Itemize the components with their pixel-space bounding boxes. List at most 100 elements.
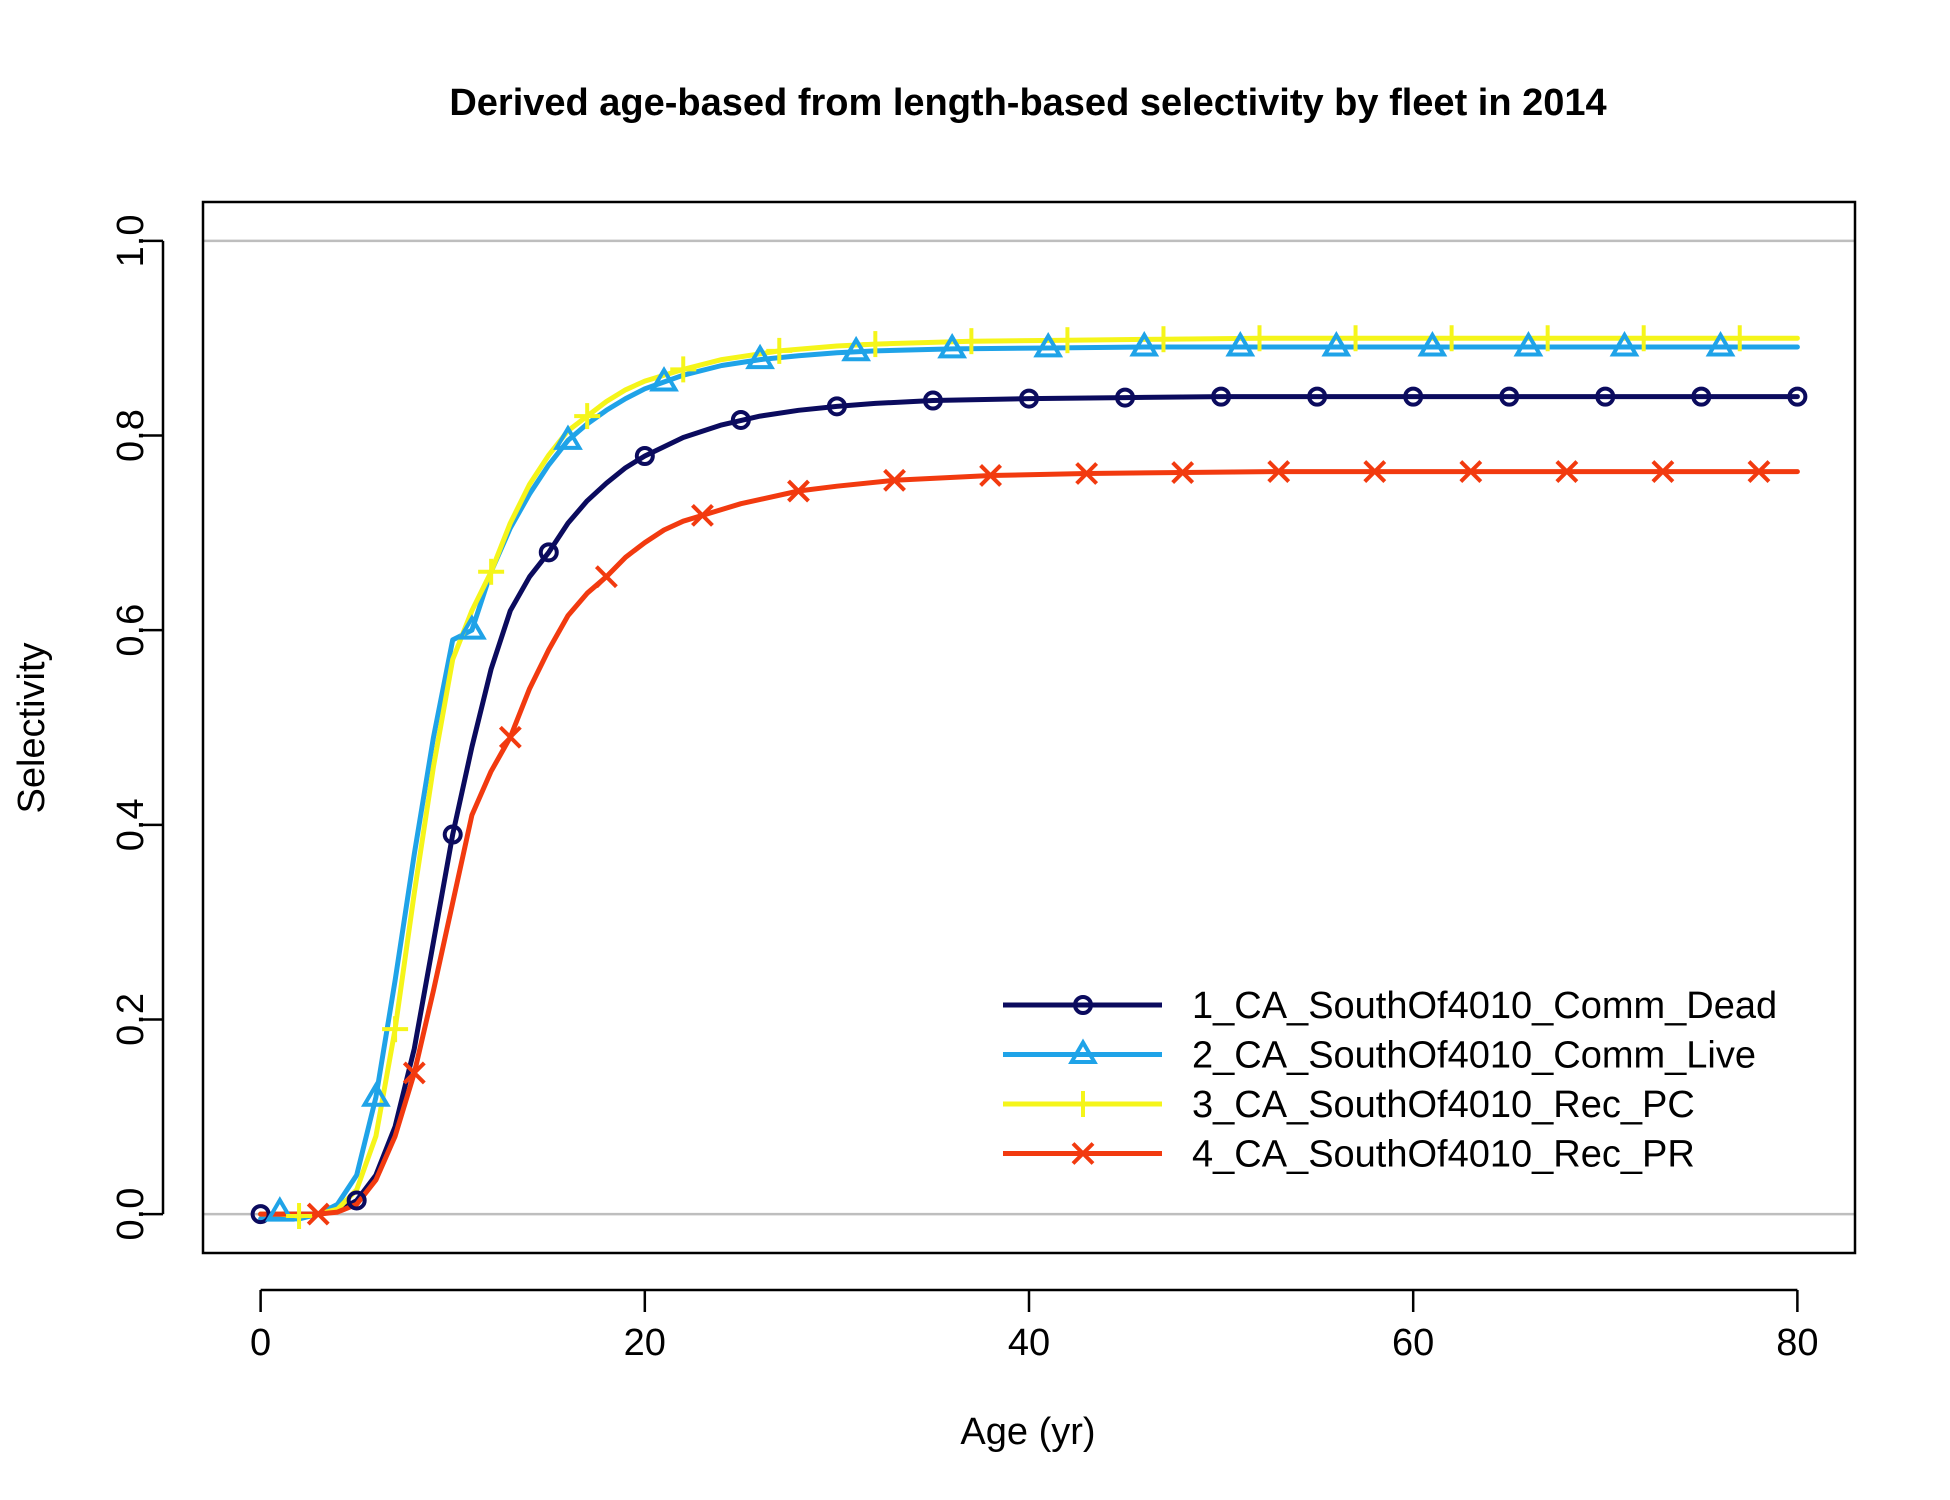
series-3-point	[670, 356, 697, 383]
series-1-point	[730, 409, 751, 430]
series-4-point	[1555, 460, 1579, 483]
series-2-point	[1129, 331, 1160, 357]
series-2-point	[264, 1196, 295, 1222]
series-3-point	[478, 558, 505, 585]
series-3-point	[1438, 325, 1465, 352]
series-1-point	[538, 542, 559, 563]
series-3-point	[286, 1203, 313, 1230]
y-tick-label: 0.0	[110, 1188, 152, 1241]
series-1-point	[1019, 388, 1039, 409]
series-4-point	[498, 725, 522, 749]
series-2-point	[360, 1081, 391, 1107]
series-4-point	[1651, 460, 1675, 483]
y-tick-label: 1.0	[110, 215, 152, 268]
series-2-point	[1609, 331, 1640, 357]
series-3-point	[1726, 325, 1753, 352]
series-1-point	[250, 1204, 271, 1225]
series-3-point	[1150, 326, 1177, 353]
series-4-point	[883, 468, 906, 492]
series-1-point	[1307, 386, 1328, 407]
series-4-point	[691, 503, 714, 527]
series-4-point	[1075, 462, 1099, 485]
series-line-2	[258, 344, 1800, 1222]
series-2-point	[1225, 331, 1256, 357]
x-tick-label: 80	[1776, 1322, 1818, 1364]
x-axis-label: Age (yr)	[960, 1411, 1095, 1453]
series-2-point	[841, 335, 872, 362]
series-2-point	[1705, 331, 1736, 357]
series-2-point	[649, 366, 679, 392]
series-3-point	[862, 331, 889, 358]
series-2-point	[937, 332, 968, 359]
series-4-point	[306, 1202, 330, 1226]
legend-item-2: 2_CA_SouthOf4010_Comm_Live	[1003, 1035, 1756, 1077]
reference-lines	[203, 239, 1855, 1216]
series-4-point	[1363, 460, 1387, 483]
legend-marker	[1070, 1091, 1096, 1117]
series-3-point	[1246, 325, 1273, 352]
series-1-point	[1211, 386, 1232, 407]
x-tick-label: 0	[250, 1322, 271, 1364]
y-axis: 0.0 0.2 0.4 0.6 0.8 1.0	[110, 215, 165, 1241]
series-4-point	[1747, 460, 1771, 483]
series-2-point	[1033, 332, 1064, 358]
legend-item-4: 4_CA_SouthOf4010_Rec_PR	[1003, 1134, 1695, 1176]
series-4-point	[1171, 461, 1195, 484]
series-1-point	[346, 1190, 367, 1211]
series-2-point	[457, 614, 487, 640]
series-4-point	[1459, 460, 1483, 483]
series-3-point	[766, 337, 793, 364]
series-2-point	[1417, 331, 1448, 357]
chart-title: Derived age-based from length-based sele…	[449, 82, 1606, 124]
legend-marker	[1068, 1038, 1098, 1064]
series-1-point	[1787, 386, 1808, 407]
legend: 1_CA_SouthOf4010_Comm_Dead 2_CA_SouthOf40…	[1003, 985, 1777, 1176]
series-1-point	[1595, 386, 1616, 407]
legend-label: 3_CA_SouthOf4010_Rec_PC	[1192, 1084, 1695, 1126]
series-1-point	[826, 396, 847, 417]
x-tick-label: 20	[624, 1322, 666, 1364]
legend-label: 2_CA_SouthOf4010_Comm_Live	[1192, 1035, 1756, 1077]
series-4-point	[979, 464, 1002, 487]
series-1-point	[634, 445, 655, 466]
series-line-3	[258, 335, 1800, 1219]
series-3-point	[1054, 327, 1081, 354]
series-2-point	[745, 343, 775, 370]
series-1-point	[442, 824, 463, 845]
series-markers	[250, 325, 1808, 1230]
series-3-point	[1342, 325, 1369, 352]
x-tick-label: 40	[1008, 1322, 1050, 1364]
series-1-point	[1115, 387, 1136, 408]
legend-marker	[1071, 1142, 1095, 1165]
legend-label: 1_CA_SouthOf4010_Comm_Dead	[1192, 985, 1777, 1027]
series-4-point	[1267, 460, 1291, 483]
x-tick-label: 60	[1392, 1322, 1434, 1364]
series-2-point	[1513, 331, 1544, 357]
y-axis-label: Selectivity	[11, 642, 53, 813]
legend-marker	[1073, 995, 1093, 1015]
legend-item-1: 1_CA_SouthOf4010_Comm_Dead	[1003, 985, 1777, 1027]
series-4-point	[402, 1061, 426, 1085]
series-1-point	[1403, 386, 1424, 407]
series-4-point	[594, 565, 618, 589]
legend-label: 4_CA_SouthOf4010_Rec_PR	[1192, 1134, 1695, 1176]
series-4-point	[787, 479, 810, 503]
series-2-point	[553, 424, 583, 450]
series-3-point	[574, 403, 601, 430]
series-3-point	[1630, 325, 1657, 352]
series-3-point	[382, 1016, 409, 1043]
plot-frame	[201, 200, 1857, 1255]
y-tick-label: 0.2	[110, 993, 152, 1046]
series-1-point	[1691, 386, 1712, 407]
series-2-point	[1321, 331, 1352, 357]
series-1-point	[922, 390, 943, 411]
x-axis: 0 20 40 60 80	[250, 1288, 1819, 1364]
y-tick-label: 0.8	[110, 409, 152, 462]
series-3-point	[1534, 325, 1561, 352]
series-3-point	[958, 328, 985, 355]
series-1-point	[1499, 386, 1520, 407]
legend-item-3: 3_CA_SouthOf4010_Rec_PC	[1003, 1084, 1695, 1126]
y-tick-label: 0.6	[110, 604, 152, 657]
y-tick-label: 0.4	[110, 798, 152, 851]
